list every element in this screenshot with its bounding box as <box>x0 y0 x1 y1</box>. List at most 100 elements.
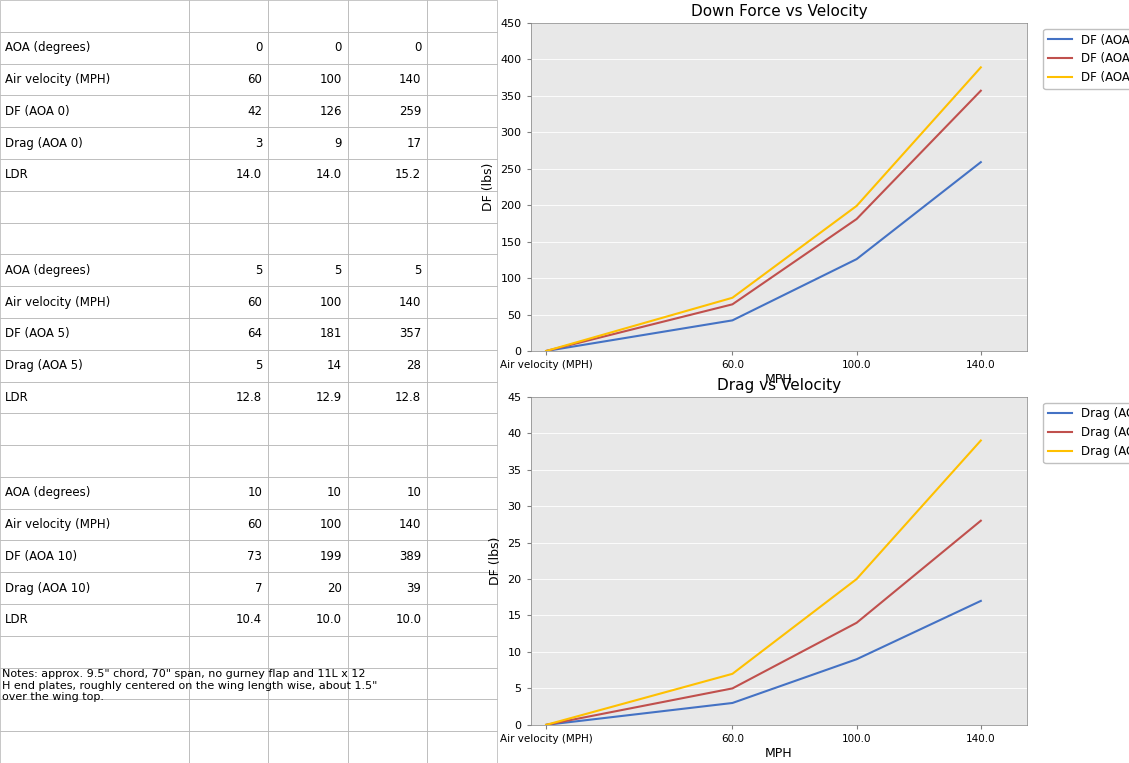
Legend: Drag (AOA 0), Drag (AOA 5), Drag (AOA 10): Drag (AOA 0), Drag (AOA 5), Drag (AOA 10… <box>1043 403 1129 463</box>
Text: Notes: approx. 9.5" chord, 70" span, no gurney flap and 11L x 12
H end plates, r: Notes: approx. 9.5" chord, 70" span, no … <box>2 669 378 703</box>
Bar <box>348 414 427 445</box>
Bar <box>269 127 348 159</box>
Text: DF (AOA 0): DF (AOA 0) <box>5 105 70 118</box>
Text: 9: 9 <box>334 137 342 150</box>
Bar <box>269 414 348 445</box>
Text: 10: 10 <box>327 486 342 499</box>
Bar <box>427 32 497 63</box>
Text: 199: 199 <box>320 550 342 563</box>
Bar <box>427 254 497 286</box>
Bar <box>189 349 269 382</box>
DF (AOA 0) <box>540 346 553 356</box>
Line: DF (AOA 0): DF (AOA 0) <box>546 163 981 351</box>
Y-axis label: DF (lbs): DF (lbs) <box>482 163 495 211</box>
Text: 5: 5 <box>334 264 342 277</box>
Text: 42: 42 <box>247 105 262 118</box>
Bar <box>269 668 348 700</box>
Bar <box>427 159 497 191</box>
Bar <box>0 668 189 700</box>
Bar <box>427 572 497 604</box>
Text: 5: 5 <box>255 359 262 372</box>
Text: Air velocity (MPH): Air velocity (MPH) <box>5 518 111 531</box>
Bar <box>348 127 427 159</box>
Text: 0: 0 <box>255 41 262 54</box>
Text: 5: 5 <box>255 264 262 277</box>
Text: DF (AOA 5): DF (AOA 5) <box>5 327 70 340</box>
Text: 12.9: 12.9 <box>315 391 342 404</box>
Bar <box>269 636 348 668</box>
Text: 0: 0 <box>414 41 421 54</box>
Text: AOA (degrees): AOA (degrees) <box>5 41 90 54</box>
Text: 100: 100 <box>320 73 342 86</box>
Drag (AOA 10) <box>850 575 864 584</box>
Text: 60: 60 <box>247 295 262 308</box>
Bar <box>427 223 497 254</box>
Bar <box>348 509 427 540</box>
Text: 7: 7 <box>255 581 262 594</box>
Drag (AOA 0) <box>540 720 553 729</box>
Line: Drag (AOA 10): Drag (AOA 10) <box>546 440 981 725</box>
Drag (AOA 10) <box>540 720 553 729</box>
Text: DF (AOA 10): DF (AOA 10) <box>5 550 77 563</box>
Title: Down Force vs Velocity: Down Force vs Velocity <box>691 4 867 19</box>
Text: 14.0: 14.0 <box>316 169 342 182</box>
Y-axis label: DF (lbs): DF (lbs) <box>489 536 502 585</box>
Text: 64: 64 <box>247 327 262 340</box>
Bar <box>269 604 348 636</box>
Bar <box>189 540 269 572</box>
Bar <box>427 191 497 223</box>
Bar <box>0 63 189 95</box>
Drag (AOA 5) <box>974 516 988 525</box>
Text: AOA (degrees): AOA (degrees) <box>5 486 90 499</box>
Bar <box>269 318 348 349</box>
Bar <box>0 254 189 286</box>
DF (AOA 5) <box>850 214 864 224</box>
X-axis label: MPH: MPH <box>765 747 793 760</box>
Bar <box>348 572 427 604</box>
Text: 100: 100 <box>320 295 342 308</box>
Bar <box>189 127 269 159</box>
Bar <box>0 572 189 604</box>
Bar <box>0 731 189 763</box>
Text: Drag (AOA 5): Drag (AOA 5) <box>5 359 82 372</box>
Bar <box>348 286 427 318</box>
Bar <box>348 254 427 286</box>
Bar <box>269 286 348 318</box>
Bar <box>348 540 427 572</box>
Drag (AOA 5) <box>726 684 739 693</box>
Bar <box>348 95 427 127</box>
Bar <box>0 191 189 223</box>
Text: Drag (AOA 0): Drag (AOA 0) <box>5 137 82 150</box>
Text: 10: 10 <box>406 486 421 499</box>
Bar <box>348 731 427 763</box>
Bar <box>269 382 348 414</box>
Text: 389: 389 <box>399 550 421 563</box>
Bar <box>189 191 269 223</box>
Bar <box>269 477 348 509</box>
Bar <box>427 127 497 159</box>
DF (AOA 0) <box>974 158 988 167</box>
Bar <box>348 445 427 477</box>
Bar <box>348 700 427 731</box>
Text: 140: 140 <box>399 73 421 86</box>
Bar <box>0 540 189 572</box>
Bar <box>189 636 269 668</box>
Drag (AOA 5) <box>850 618 864 627</box>
Bar <box>348 382 427 414</box>
Text: 20: 20 <box>327 581 342 594</box>
Bar <box>427 477 497 509</box>
Bar <box>427 414 497 445</box>
Bar <box>269 0 348 32</box>
Bar <box>0 477 189 509</box>
Text: 3: 3 <box>255 137 262 150</box>
Bar <box>0 32 189 63</box>
Line: DF (AOA 5): DF (AOA 5) <box>546 91 981 351</box>
Title: Drag vs Velocity: Drag vs Velocity <box>717 378 841 393</box>
Bar <box>0 414 189 445</box>
Text: 10: 10 <box>247 486 262 499</box>
Bar <box>0 223 189 254</box>
Text: LDR: LDR <box>5 391 28 404</box>
Bar <box>269 159 348 191</box>
Drag (AOA 5) <box>540 720 553 729</box>
Bar <box>0 318 189 349</box>
